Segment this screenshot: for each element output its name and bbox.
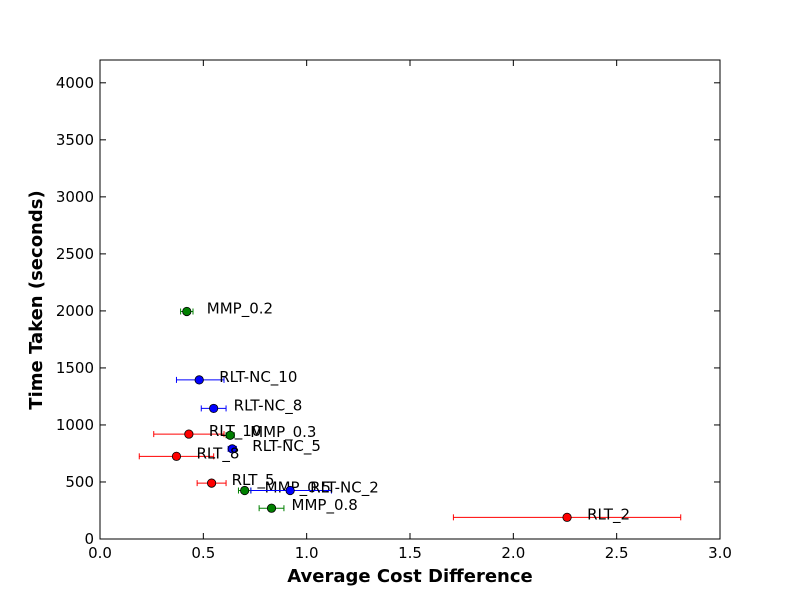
y-tick-label: 1500 [56,359,94,377]
point-label: RLT-NC_2 [310,479,379,498]
data-point [285,485,295,496]
data-point-group: RLT_2 [452,505,682,524]
data-point [225,430,235,440]
data-point [184,429,194,439]
x-tick-label: 3.0 [708,544,732,562]
x-tick-label: 0.5 [191,544,215,562]
point-label: MMP_0.5 [265,479,331,498]
point-label: RLT_5 [232,471,275,490]
data-point [194,375,204,385]
point-label: MMP_0.3 [250,423,316,442]
point-label: MMP_0.2 [207,299,273,318]
point-label: RLT_2 [587,505,630,524]
x-tick-label: 1.0 [295,544,319,562]
data-point-group: RLT-NC_10 [175,368,297,387]
data-point-group: RLT-NC_5 [227,437,321,456]
data-point [227,444,237,454]
point-label: RLT_8 [196,444,239,463]
data-point-group: MMP_0.3 [225,423,316,442]
point-label: RLT-NC_8 [234,396,303,415]
point-label: RLT-NC_10 [219,368,297,387]
y-axis: 0 500 1000 1500 2000 2500 3000 3500 4000 [56,74,720,548]
y-tick-label: 3000 [56,188,94,206]
data-point [171,451,182,461]
x-axis: 0.0 0.5 1.0 1.5 2.0 2.5 3.0 [88,60,732,562]
plot-frame [99,59,721,540]
data-point-group: MMP_0.2 [180,299,273,318]
point-label: MMP_0.8 [292,496,358,515]
point-label: RLT-NC_5 [252,437,321,456]
data-point [182,306,192,317]
x-tick-label: 1.5 [398,544,422,562]
data-point-group: RLT-NC_8 [200,396,303,415]
x-tick-label: 2.5 [605,544,629,562]
y-tick-label: 2000 [56,302,94,320]
data-point [562,512,572,522]
data-point-group: MMP_0.8 [258,496,358,515]
x-tick-label: 0.0 [88,544,112,562]
data-point [240,485,250,496]
y-tick-label: 3500 [56,131,94,149]
y-tick-label: 500 [65,473,94,491]
data-point-group: RLT_10 [153,422,261,441]
y-tick-label: 4000 [56,74,94,92]
point-label: RLT_10 [209,422,261,441]
data-point-group: RLT_5 [196,471,275,490]
x-axis-label: Average Cost Difference [287,566,532,587]
data-point [266,503,277,513]
y-tick-label: 2500 [56,245,94,263]
y-tick-label: 1000 [56,416,94,434]
data-point-group: RLT-NC_2 [250,479,379,498]
chart-marks: MMP_0.2RLT-NC_10RLT-NC_8RLT_10MMP_0.3RLT… [138,299,682,524]
data-point [207,478,217,488]
data-point-group: RLT_8 [138,444,239,463]
x-tick-label: 2.0 [501,544,525,562]
data-point [209,403,219,414]
y-tick-label: 0 [84,530,94,548]
y-axis-label: Time Taken (seconds) [26,190,47,409]
